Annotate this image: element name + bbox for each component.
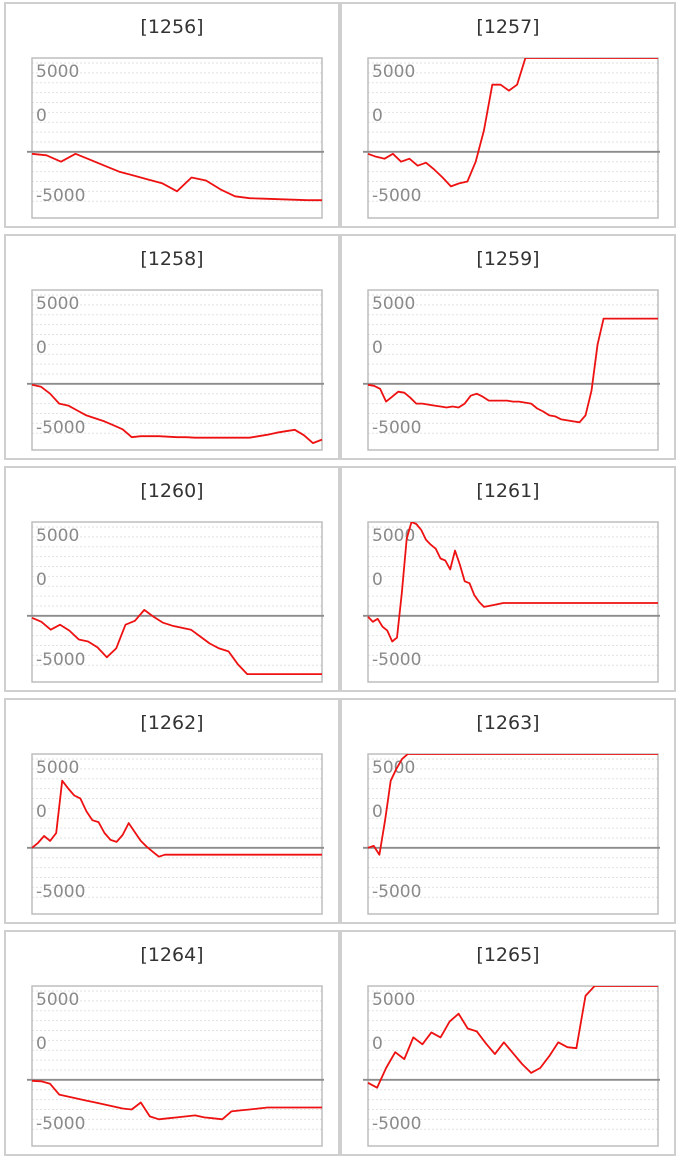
plot-frame (31, 289, 323, 451)
chart-panel: [1260] 5000 0 -5000 (4, 466, 340, 692)
data-line (367, 58, 658, 188)
data-line (367, 522, 658, 643)
y-tick-label: 0 (36, 570, 47, 590)
plot-frame (367, 57, 659, 219)
y-tick-label: -5000 (36, 186, 85, 206)
chart-title: [1256] (140, 16, 204, 38)
chart-title: [1263] (476, 712, 540, 734)
plot-frame (31, 521, 323, 683)
y-tick-label: 5000 (372, 526, 415, 546)
y-tick-label: 5000 (372, 62, 415, 82)
y-tick-label: 5000 (372, 758, 415, 778)
chart-svg: 5000 0 -5000 (27, 521, 324, 683)
data-line (31, 779, 322, 858)
chart-title: [1264] (140, 944, 204, 966)
plot-frame (31, 57, 323, 219)
y-tick-label: -5000 (372, 186, 421, 206)
chart-title: [1262] (140, 712, 204, 734)
chart-title: [1257] (476, 16, 540, 38)
chart-title: [1265] (476, 944, 540, 966)
y-tick-label: 5000 (372, 294, 415, 314)
chart-svg: 5000 0 -5000 (27, 753, 324, 915)
y-tick-label: 5000 (36, 526, 79, 546)
chart-svg: 5000 0 -5000 (363, 521, 660, 683)
y-tick-label: -5000 (36, 650, 85, 670)
y-tick-label: -5000 (372, 882, 421, 902)
y-tick-label: 5000 (36, 990, 79, 1010)
data-line (31, 383, 323, 445)
chart-panel: [1262] 5000 0 -5000 (4, 698, 340, 924)
chart-svg: 5000 0 -5000 (27, 57, 324, 219)
data-line (367, 986, 658, 1089)
chart-panel: [1265] 5000 0 -5000 (340, 930, 676, 1156)
chart-title: [1260] (140, 480, 204, 502)
chart-panel: [1259] 5000 0 -5000 (340, 234, 676, 460)
chart-svg: 5000 0 -5000 (27, 985, 324, 1147)
y-tick-label: -5000 (36, 1114, 85, 1134)
chart-panel: [1256] 5000 0 -5000 (4, 2, 340, 228)
chart-title: [1259] (476, 248, 540, 270)
chart-panel: [1257] 5000 0 -5000 (340, 2, 676, 228)
y-tick-label: -5000 (372, 418, 421, 438)
y-tick-label: 5000 (36, 62, 79, 82)
data-line (31, 152, 322, 202)
plot-frame (31, 985, 323, 1147)
y-tick-label: 5000 (372, 990, 415, 1010)
plot-frame (367, 289, 659, 451)
plot-frame (367, 985, 659, 1147)
y-tick-label: 0 (36, 338, 47, 358)
chart-svg: 5000 0 -5000 (27, 289, 324, 451)
y-tick-label: 0 (372, 106, 383, 126)
y-tick-label: 0 (36, 106, 47, 126)
chart-panel: [1263] 5000 0 -5000 (340, 698, 676, 924)
y-tick-label: 0 (36, 802, 47, 822)
chart-panel: [1258] 5000 0 -5000 (4, 234, 340, 460)
plot-frame (367, 521, 659, 683)
chart-title: [1261] (476, 480, 540, 502)
y-tick-label: 0 (372, 802, 383, 822)
chart-panel: [1264] 5000 0 -5000 (4, 930, 340, 1156)
y-tick-label: -5000 (372, 650, 421, 670)
y-tick-label: 0 (372, 570, 383, 590)
y-tick-label: -5000 (372, 1114, 421, 1134)
y-tick-label: 0 (372, 1034, 383, 1054)
chart-title: [1258] (140, 248, 204, 270)
y-tick-label: 0 (36, 1034, 47, 1054)
y-tick-label: -5000 (36, 882, 85, 902)
data-line (31, 608, 322, 676)
chart-svg: 5000 0 -5000 (363, 985, 660, 1147)
y-tick-label: 5000 (36, 294, 79, 314)
data-line (31, 1079, 322, 1121)
chart-svg: 5000 0 -5000 (363, 289, 660, 451)
y-tick-label: 0 (372, 338, 383, 358)
y-tick-label: 5000 (36, 758, 79, 778)
chart-svg: 5000 0 -5000 (363, 57, 660, 219)
data-line (367, 317, 658, 424)
chart-svg: 5000 0 -5000 (363, 753, 660, 915)
chart-panel: [1261] 5000 0 -5000 (340, 466, 676, 692)
plot-frame (31, 753, 323, 915)
y-tick-label: -5000 (36, 418, 85, 438)
